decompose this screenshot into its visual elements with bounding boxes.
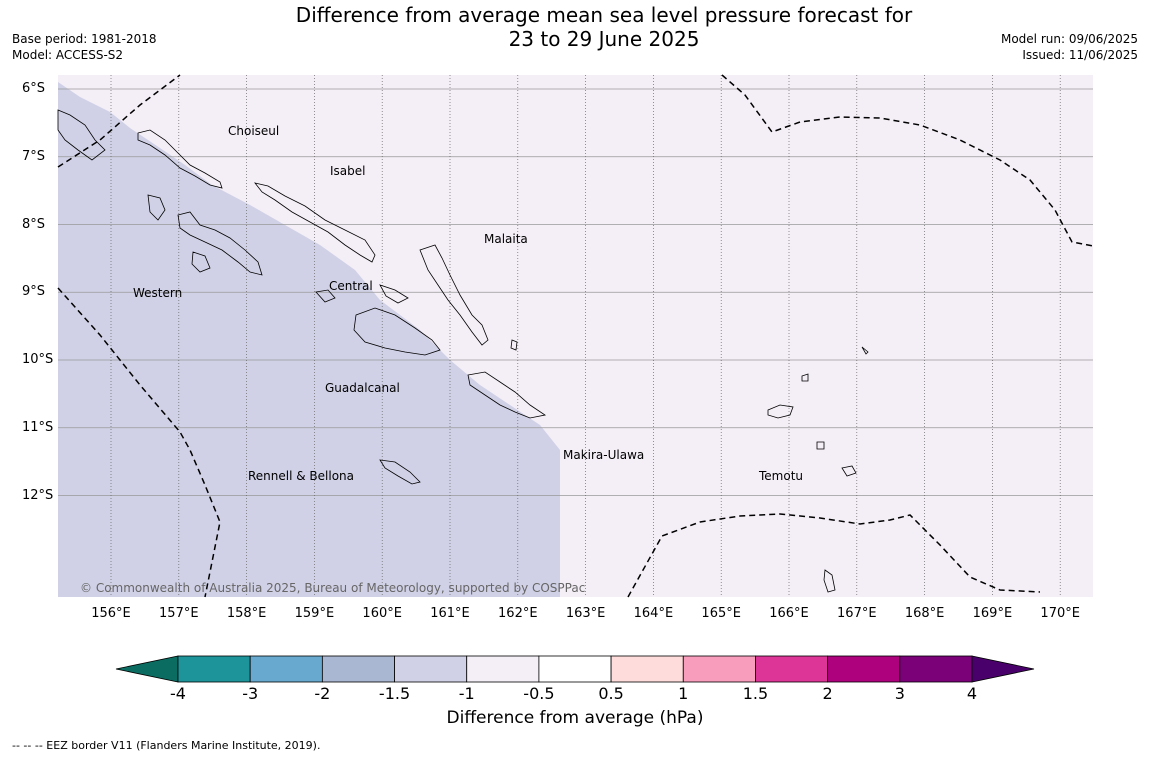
longitude-label: 159°E [294, 606, 335, 621]
makira-island [467, 371, 547, 419]
colorbar-segment [899, 655, 973, 683]
florida-island [379, 284, 409, 304]
longitude-label: 169°E [972, 606, 1013, 621]
colorbar-tick-label: -1.5 [378, 684, 411, 703]
colorbar-segment [755, 655, 829, 683]
longitude-label: 170°E [1040, 606, 1080, 621]
eez-border-north [57, 74, 181, 168]
latitude-label: 12°S [22, 487, 54, 503]
region-minus-1-5-to-minus-1 [58, 82, 560, 597]
latitude-label: 10°S [22, 352, 54, 367]
colorbar-tick-label: -2 [314, 684, 331, 703]
vanikoro-island [841, 465, 857, 477]
colorbar-segment [249, 655, 323, 683]
colorbar-tick-label: 1.5 [742, 684, 769, 703]
guadalcanal-island [353, 307, 441, 356]
colorbar-tick-label: -3 [242, 684, 259, 703]
chart-title: Difference from average mean sea level p… [0, 3, 1150, 51]
colorbar-extend-high [971, 655, 1035, 683]
colorbar-tick-label: 4 [966, 684, 978, 703]
ulawa-island [510, 339, 518, 351]
longitude-label: 166°E [769, 606, 809, 621]
choiseul-island [137, 129, 223, 189]
colorbar-segment [538, 655, 612, 683]
longitude-label: 163°E [565, 606, 606, 621]
base-period-text: Base period: 1981-2018 [12, 32, 157, 46]
coastlines [57, 109, 869, 593]
longitude-label: 164°E [633, 606, 674, 621]
copyright-text: © Commonwealth of Australia 2025, Bureau… [80, 581, 585, 595]
longitude-label: 167°E [837, 606, 877, 621]
meta-left: Base period: 1981-2018 Model: ACCESS-S2 [12, 31, 157, 63]
longitude-label: 156°E [91, 606, 131, 621]
reef-island [801, 373, 809, 382]
title-line-2: 23 to 29 June 2025 [508, 27, 700, 51]
label-rennell-bellona: Rennell & Bellona [248, 469, 354, 483]
label-central: Central [329, 279, 373, 293]
colorbar-tick-label: -1 [458, 684, 475, 703]
issued-text: Issued: 11/06/2025 [1022, 48, 1138, 62]
label-western: Western [133, 286, 182, 300]
vella-lavella-island [147, 194, 166, 221]
latitude-label: 7°S [22, 148, 46, 164]
utupua-island [816, 441, 825, 450]
russell-island [315, 289, 336, 303]
new-georgia-island [177, 211, 263, 276]
title-line-1: Difference from average mean sea level p… [295, 3, 913, 27]
longitude-label: 158°E [226, 606, 267, 621]
colorbar-segment [466, 655, 540, 683]
longitude-gridlines [110, 75, 1061, 597]
latitude-label: 6°S [22, 81, 46, 96]
colorbar-tick-label: 3 [894, 684, 905, 703]
shortland-island [57, 109, 106, 161]
isabel-island [253, 182, 376, 263]
colorbar-tick-label: -0.5 [523, 684, 555, 703]
colorbar-segment [827, 655, 901, 683]
colorbar-segment [394, 655, 468, 683]
label-guadalcanal: Guadalcanal [325, 381, 400, 395]
colorbar-label: Difference from average (hPa) [446, 708, 704, 728]
santa-cruz-island [767, 404, 794, 419]
malaita-island [419, 244, 489, 346]
latitude-gridlines [58, 88, 1093, 496]
latitude-label: 8°S [22, 216, 46, 232]
colorbar-tick-label: 1 [678, 684, 689, 703]
eez-borders [57, 74, 1094, 598]
ranongga-island [191, 251, 211, 273]
eez-border-west [57, 287, 221, 598]
model-text: Model: ACCESS-S2 [12, 48, 124, 62]
longitude-label: 162°E [498, 606, 538, 621]
colorbar-tick-label: -4 [170, 684, 186, 703]
longitude-label: 165°E [701, 606, 741, 621]
latitude-label: 9°S [22, 284, 46, 300]
colorbar-tick-label: 2 [822, 684, 833, 703]
model-run-text: Model run: 09/06/2025 [1000, 32, 1138, 46]
colorbar-tick-label: 0.5 [598, 684, 624, 703]
eez-note: -- -- -- EEZ border V11 (Flanders Marine… [12, 739, 321, 752]
tikopia-island [823, 569, 836, 593]
label-malaita: Malaita [484, 232, 528, 246]
label-isabel: Isabel [330, 164, 365, 178]
colorbar-segment [321, 655, 395, 683]
label-makira-ulawa: Makira-Ulawa [563, 448, 644, 462]
latitude-label: 11°S [22, 419, 54, 435]
longitude-label: 160°E [362, 606, 402, 621]
eez-border-south [627, 513, 1041, 598]
colorbar-extend-low [115, 655, 179, 683]
sikaiana-island [861, 346, 869, 355]
longitude-label: 157°E [159, 606, 199, 621]
colorbar-segment [610, 655, 684, 683]
longitude-label: 168°E [904, 606, 945, 621]
label-choiseul: Choiseul [228, 124, 279, 138]
longitude-label: 161°E [430, 606, 470, 621]
rennell-island [379, 459, 421, 485]
meta-right: Model run: 09/06/2025 Issued: 11/06/2025 [1001, 31, 1138, 63]
colorbar-segment [177, 655, 251, 683]
label-temotu: Temotu [758, 469, 803, 483]
colorbar-segment [682, 655, 756, 683]
